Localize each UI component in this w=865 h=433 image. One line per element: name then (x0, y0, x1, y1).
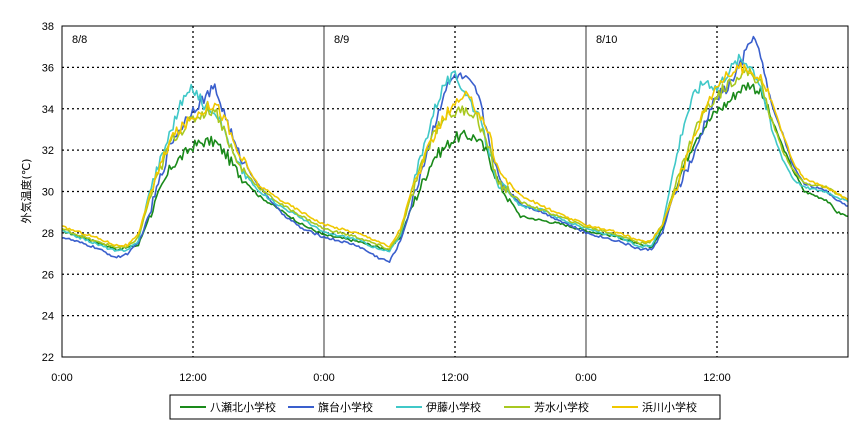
y-tick-label: 26 (42, 269, 54, 281)
series-line (61, 67, 849, 250)
legend-label: 芳水小学校 (534, 400, 589, 414)
day-labels: 8/8 8/9 8/10 (72, 34, 617, 46)
y-tick-label: 28 (42, 228, 54, 240)
legend: 八瀬北小学校 旗台小学校 伊藤小学校 芳水小学校 浜川小学校 (169, 394, 721, 420)
series-line (61, 62, 849, 248)
x-tick-label: 12:00 (441, 372, 469, 384)
day-label: 8/10 (596, 34, 617, 46)
x-tick-label: 12:00 (179, 372, 207, 384)
y-tick-label: 32 (42, 145, 54, 157)
y-tick-label: 30 (42, 187, 54, 199)
grid (62, 26, 848, 357)
y-tick-label: 36 (42, 62, 54, 74)
legend-label: 旗台小学校 (318, 400, 373, 414)
y-tick-label: 22 (42, 352, 54, 364)
legend-label: 浜川小学校 (642, 400, 697, 414)
legend-label: 八瀬北小学校 (210, 400, 276, 414)
y-tick-label: 24 (42, 311, 54, 323)
x-axis-ticks: 0:00 12:00 0:00 12:00 0:00 12:00 (51, 372, 730, 384)
plot-area-border (61, 25, 849, 358)
y-axis-label: 外気温度(℃) (19, 159, 33, 224)
y-tick-label: 34 (42, 104, 54, 116)
legend-label: 伊藤小学校 (426, 400, 481, 414)
series-line (61, 82, 849, 252)
x-tick-label: 12:00 (703, 372, 731, 384)
day-label: 8/8 (72, 34, 87, 46)
day-label: 8/9 (334, 34, 349, 46)
x-tick-label: 0:00 (575, 372, 596, 384)
x-tick-label: 0:00 (51, 372, 72, 384)
series-lines (61, 35, 849, 263)
series-line (61, 53, 849, 253)
y-axis-ticks: 22 24 26 28 30 32 34 36 38 (42, 21, 54, 364)
x-tick-label: 0:00 (313, 372, 334, 384)
y-tick-label: 38 (42, 21, 54, 33)
